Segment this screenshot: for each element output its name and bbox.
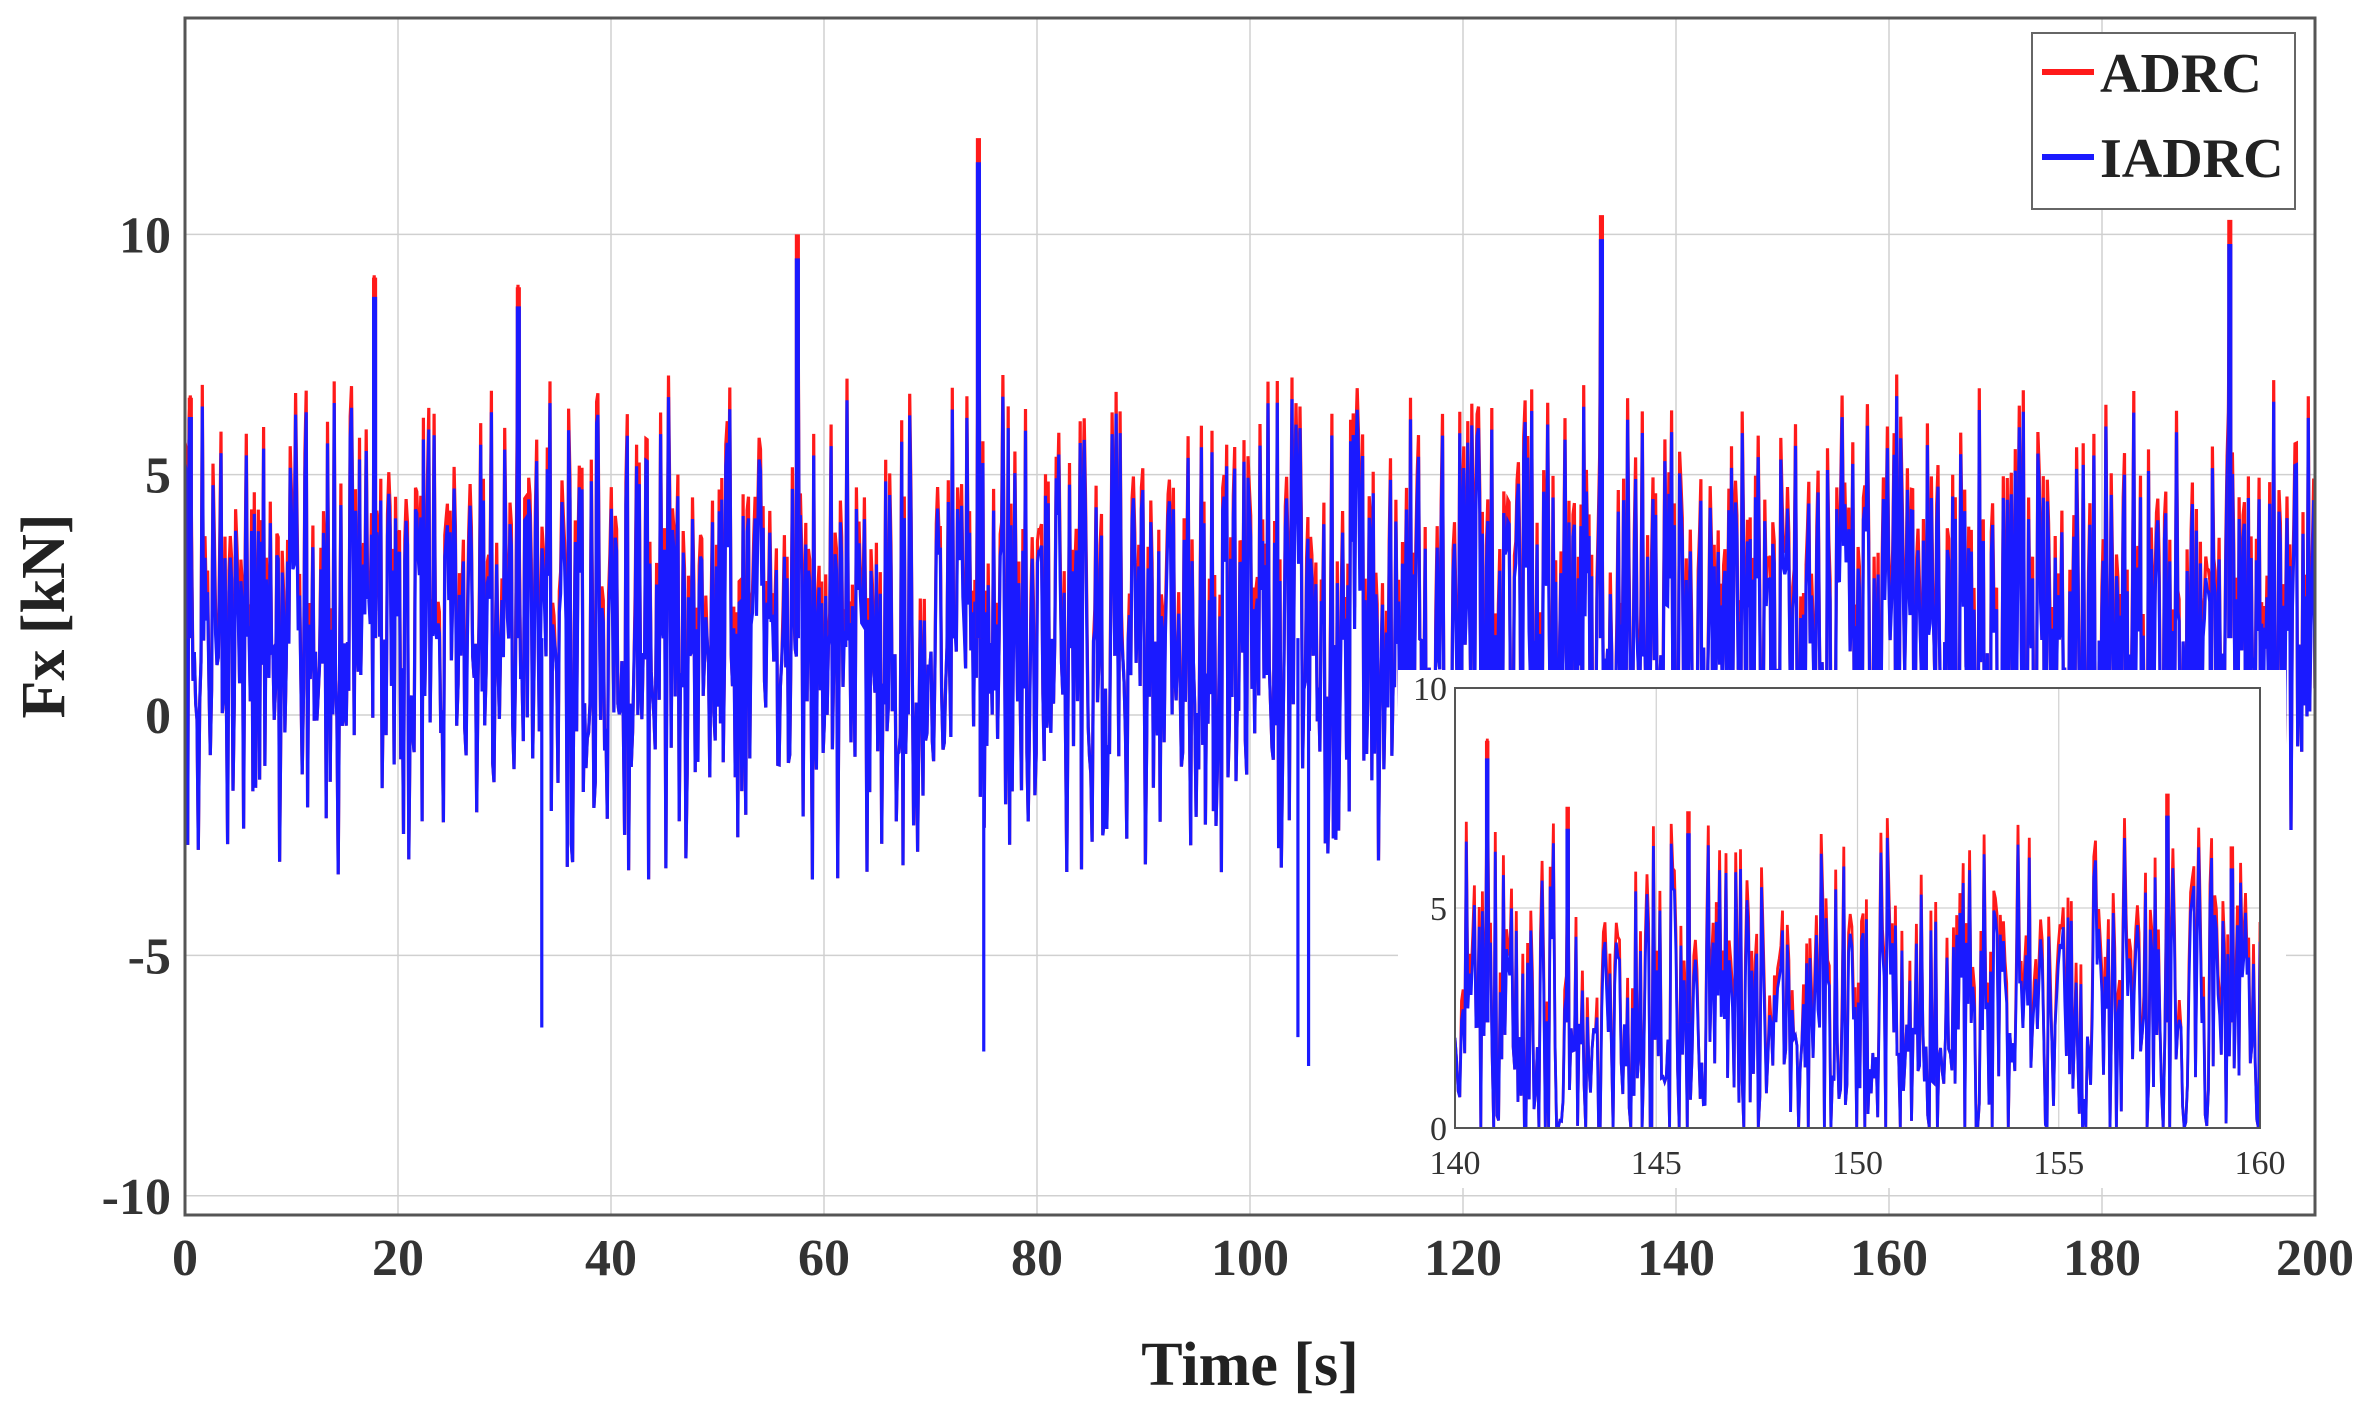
inset-axes-frame <box>1454 687 2261 1129</box>
legend: ADRC IADRC <box>2031 32 2296 210</box>
main-y-tick-label: 5 <box>145 448 171 505</box>
main-axes-frame <box>183 16 2317 1217</box>
main-x-tick-label: 180 <box>2063 1230 2141 1287</box>
inset-x-tick-label: 155 <box>2033 1145 2084 1182</box>
y-tick-labels: -10 -5 0 5 10 <box>102 207 171 1225</box>
main-x-tick-label: 60 <box>798 1230 850 1287</box>
main-x-tick-label: 140 <box>1637 1230 1715 1287</box>
inset-plot-area <box>1455 738 2260 1128</box>
inset-x-tick-label: 150 <box>1832 1145 1883 1182</box>
x-tick-labels: 0 20 40 60 80 100 120 140 160 180 200 <box>172 1230 2354 1287</box>
inset-x-tick-label: 160 <box>2235 1145 2286 1182</box>
main-x-tick-label: 0 <box>172 1230 198 1287</box>
main-y-tick-label: 0 <box>145 688 171 745</box>
main-x-tick-label: 200 <box>2276 1230 2354 1287</box>
inset-y-tick-label: 10 <box>1413 671 1447 708</box>
main-x-tick-label: 120 <box>1424 1230 1502 1287</box>
y-axis-label: Fx [kN] <box>10 514 78 719</box>
inset-chart: 140 145 150 155 160 0 5 10 <box>1398 670 2286 1188</box>
inset-x-tick-label: 145 <box>1631 1145 1682 1182</box>
x-axis-label: Time [s] <box>1141 1331 1359 1399</box>
inset-y-tick-labels: 0 5 10 <box>1413 671 1447 1148</box>
legend-label-iadrc: IADRC <box>2100 128 2284 190</box>
main-plot-area <box>185 138 2315 1066</box>
legend-label-adrc: ADRC <box>2100 43 2262 105</box>
main-x-tick-label: 80 <box>1011 1230 1063 1287</box>
main-y-tick-label: 10 <box>119 207 171 264</box>
main-x-tick-label: 40 <box>585 1230 637 1287</box>
main-x-tick-label: 160 <box>1850 1230 1928 1287</box>
main-y-tick-label: -5 <box>128 928 171 985</box>
inset-series-iadrc <box>1455 758 2260 1128</box>
main-x-tick-label: 20 <box>372 1230 424 1287</box>
main-x-tick-label: 100 <box>1211 1230 1289 1287</box>
inset-x-tick-label: 140 <box>1430 1145 1481 1182</box>
inset-x-tick-labels: 140 145 150 155 160 <box>1430 1145 2286 1182</box>
inset-y-tick-label: 0 <box>1430 1111 1447 1148</box>
legend-box <box>2031 32 2296 210</box>
main-y-tick-label: -10 <box>102 1169 171 1226</box>
main-series-iadrc <box>185 162 2315 880</box>
inset-y-tick-label: 5 <box>1430 891 1447 928</box>
